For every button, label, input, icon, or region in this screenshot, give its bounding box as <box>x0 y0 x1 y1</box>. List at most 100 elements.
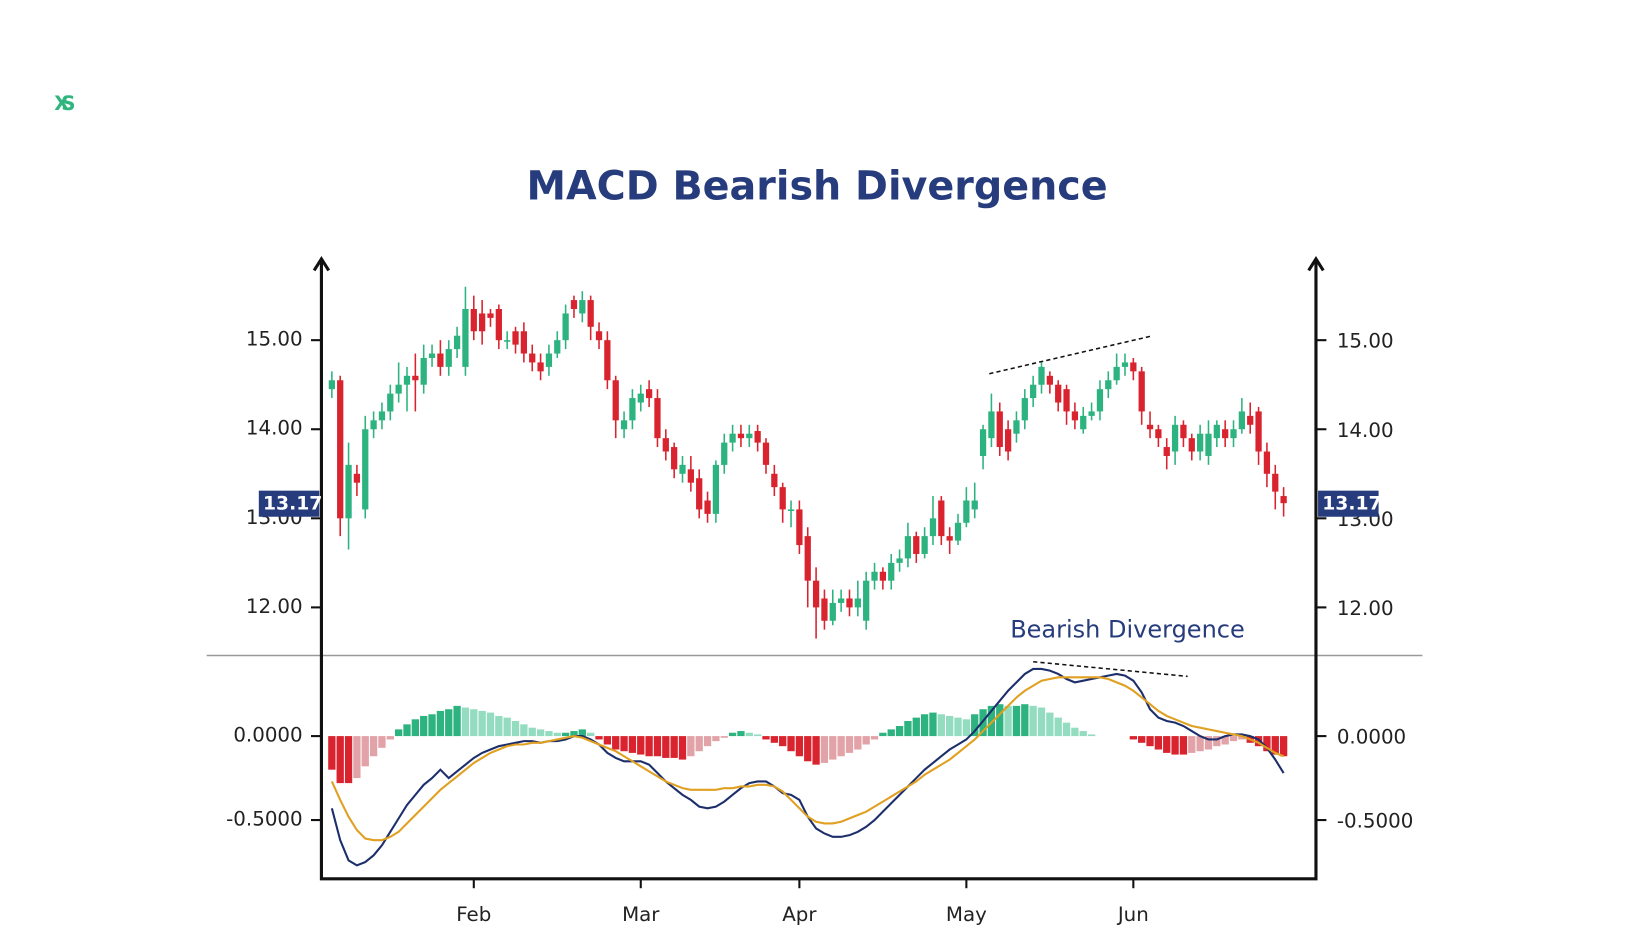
candle-body <box>337 380 344 519</box>
histogram-bar <box>561 732 570 737</box>
histogram-bar <box>420 715 428 737</box>
histogram-bar <box>1154 736 1163 750</box>
candle-body <box>1038 366 1045 385</box>
histogram-bar <box>1171 736 1179 755</box>
histogram-bar <box>804 736 812 762</box>
candle-body <box>1280 496 1287 504</box>
candle-body <box>495 308 502 341</box>
price-label-left: 13.17 <box>263 494 322 515</box>
histogram-bar <box>1263 736 1271 752</box>
histogram-bar <box>344 736 353 784</box>
candle-body <box>1063 389 1070 412</box>
histogram-bar <box>1004 705 1012 737</box>
histogram-bar <box>520 724 528 737</box>
candle-body <box>504 340 511 342</box>
histogram-bar <box>912 717 920 737</box>
candle-body <box>562 313 569 341</box>
candle-body <box>779 487 786 510</box>
histogram-bar <box>737 731 745 737</box>
histogram-bar <box>929 712 937 737</box>
candle-body <box>888 562 895 581</box>
histogram-bar <box>687 736 695 757</box>
candle-body <box>846 598 853 608</box>
macd-trendline <box>1033 660 1188 678</box>
candle-body <box>328 380 335 390</box>
candle-body <box>445 349 452 367</box>
candle-body <box>387 393 394 412</box>
histogram-bar <box>511 720 520 737</box>
histogram-bar <box>795 736 804 757</box>
histogram-bar <box>879 732 887 737</box>
histogram-bar <box>1279 736 1288 757</box>
candle-body <box>545 353 553 367</box>
histogram-bar <box>770 736 778 743</box>
x-tick-label: May <box>946 903 987 926</box>
histogram-bar <box>979 709 987 737</box>
y2-tick-label: 12.00 <box>1337 597 1394 620</box>
histogram-bar <box>1012 705 1021 737</box>
candle-body <box>1071 411 1079 421</box>
candle-body <box>437 353 444 367</box>
histogram-bar <box>829 736 837 760</box>
candle-body <box>1080 415 1087 430</box>
histogram-bar <box>453 705 461 737</box>
histogram-bar <box>887 729 895 737</box>
candle-body <box>1021 398 1028 421</box>
candle-body <box>729 433 736 443</box>
y-tick-label: 15.00 <box>246 328 303 351</box>
candle-body <box>1222 429 1229 439</box>
candle-body <box>554 340 561 354</box>
candle-body <box>1163 447 1170 456</box>
x-tick-label: Mar <box>622 903 660 926</box>
candle-body <box>979 429 987 456</box>
histogram-bar <box>470 709 478 737</box>
candle-body <box>1030 384 1037 399</box>
histogram-bar <box>570 731 578 737</box>
candle-body <box>1263 451 1271 474</box>
histogram-bar <box>361 736 369 767</box>
histogram-bar <box>954 717 962 737</box>
candle-body <box>1255 411 1262 452</box>
y-tick-label: -0.5000 <box>226 808 302 831</box>
candle-body <box>1113 366 1120 381</box>
histogram-bar <box>946 715 954 737</box>
candle-body <box>1196 433 1204 452</box>
macd-line <box>330 667 1285 867</box>
histogram-bar <box>1213 736 1221 747</box>
candle-body <box>938 500 945 537</box>
histogram-bar <box>595 736 603 740</box>
histogram-bar <box>762 736 770 740</box>
candle-body <box>1180 424 1187 439</box>
histogram-bar <box>987 705 996 737</box>
candle-body <box>913 536 920 554</box>
histogram-bar <box>1229 736 1238 742</box>
candle-body <box>1088 411 1095 416</box>
histogram-bar <box>678 736 687 760</box>
candle-body <box>838 598 845 603</box>
candle-body <box>412 375 419 381</box>
candle-body <box>345 464 352 519</box>
candle-body <box>1055 384 1062 403</box>
histogram-bar <box>436 710 445 737</box>
y2-tick-label: 14.00 <box>1337 419 1394 442</box>
candle-body <box>1155 429 1162 439</box>
candle-body <box>929 518 937 537</box>
candle-body <box>654 398 661 439</box>
histogram-bar <box>1029 705 1037 737</box>
candle-body <box>871 571 878 581</box>
candle-body <box>746 433 753 439</box>
histogram-bar <box>820 736 829 763</box>
histogram-bar <box>645 736 653 757</box>
histogram-bar <box>394 729 403 737</box>
candle-body <box>954 522 962 541</box>
histogram-bar <box>787 736 795 752</box>
candle-body <box>529 353 536 363</box>
candle-body <box>988 411 995 439</box>
candle-body <box>645 389 653 399</box>
histogram-bar <box>1254 736 1263 747</box>
candle-body <box>804 536 811 581</box>
candle-body <box>428 353 436 358</box>
candle-body <box>620 420 628 430</box>
candle-body <box>1004 429 1012 452</box>
candle-body <box>896 558 903 563</box>
